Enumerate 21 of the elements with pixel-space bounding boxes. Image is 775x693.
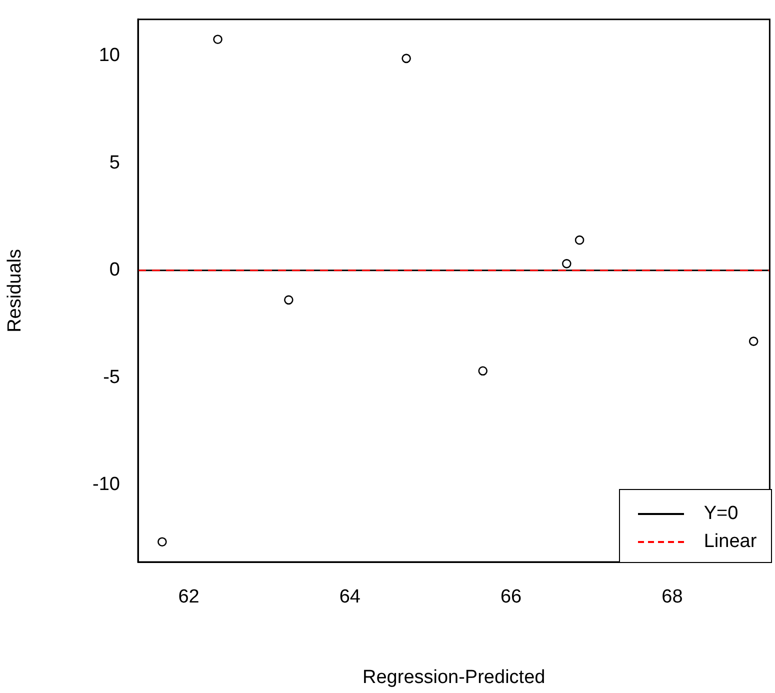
y-tick-label: 5 [109, 152, 120, 174]
y-tick-label: 10 [98, 45, 120, 66]
point [284, 295, 294, 305]
x-tick-label: 66 [500, 586, 522, 608]
x-axis-title: Regression-Predicted [362, 666, 546, 688]
y-axis-title: Residuals [4, 248, 26, 332]
x-tick-label: 68 [662, 586, 683, 608]
point [158, 537, 167, 546]
point [402, 54, 411, 64]
point [574, 235, 584, 245]
point [748, 336, 758, 346]
y-tick-label: -10 [92, 474, 120, 496]
y-tick-label: 0 [109, 260, 120, 281]
point [213, 34, 222, 44]
x-tick-label: 62 [178, 586, 200, 608]
y-tick-label: -5 [103, 366, 120, 388]
legend-label: Linear [704, 531, 757, 553]
x-tick-label: 64 [339, 586, 361, 608]
point [478, 366, 488, 376]
legend-label: Y=0 [704, 503, 738, 525]
point [562, 259, 572, 268]
